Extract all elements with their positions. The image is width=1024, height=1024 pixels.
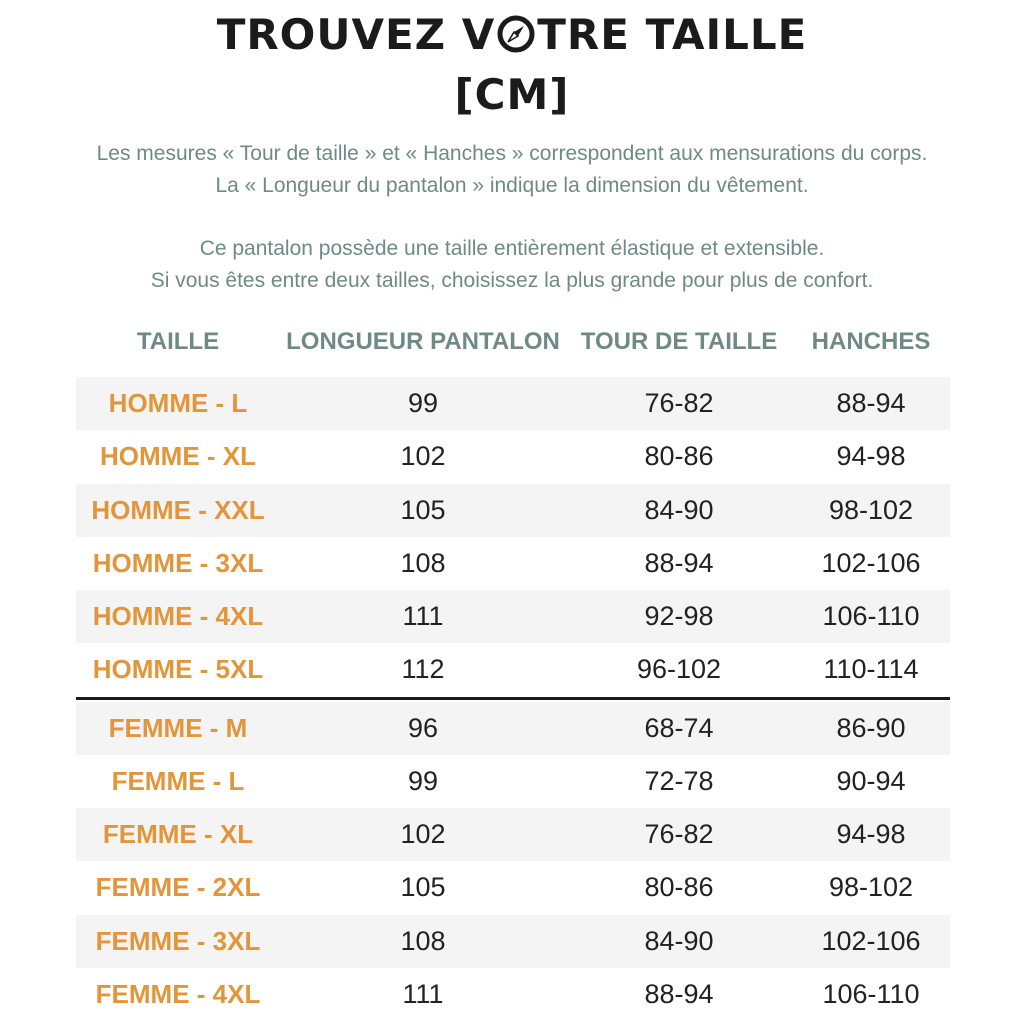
intro-fit-advice: Ce pantalon possède une taille entièreme… (0, 233, 1024, 297)
tour-value: 84-90 (644, 495, 714, 525)
longueur-value: 102 (400, 441, 446, 471)
hanches-value: 106-110 (822, 601, 920, 631)
page-subtitle: [CM] (454, 70, 570, 119)
header-hanches: HANCHES (811, 328, 931, 355)
hanches-value: 102-106 (821, 926, 921, 956)
longueur-value: 108 (400, 548, 446, 578)
size-label: FEMME - M (108, 713, 248, 743)
table-row: HOMME - 4XL 111 92-98 106-110 (76, 590, 950, 643)
tour-value: 68-74 (644, 713, 714, 743)
tour-value: 92-98 (644, 601, 714, 631)
table-row: FEMME - L 99 72-78 90-94 (76, 755, 950, 808)
size-label: FEMME - XL (102, 819, 254, 849)
size-label: FEMME - 3XL (95, 926, 261, 956)
tour-value: 72-78 (644, 766, 714, 796)
table-row: FEMME - 4XL 111 88-94 106-110 (76, 968, 950, 1021)
hanches-value: 98-102 (828, 872, 914, 902)
homme-femme-divider (76, 697, 950, 700)
table-row: HOMME - 5XL 112 96-102 110-114 (76, 643, 950, 696)
longueur-value: 108 (400, 926, 446, 956)
tour-value: 76-82 (644, 388, 714, 418)
page-title: TROUVEZ V TRE TAILLE (0, 10, 1024, 60)
longueur-value: 112 (401, 654, 445, 684)
hanches-value: 90-94 (836, 766, 906, 796)
size-label: FEMME - 2XL (95, 872, 261, 902)
compass-icon (497, 15, 535, 53)
header-tour-de-taille: TOUR DE TAILLE (580, 328, 778, 355)
table-row: FEMME - XL 102 76-82 94-98 (76, 808, 950, 861)
size-label: HOMME - 5XL (92, 654, 264, 684)
header-taille: TAILLE (136, 328, 220, 355)
table-row: FEMME - 2XL 105 80-86 98-102 (76, 861, 950, 914)
tour-value: 84-90 (644, 926, 714, 956)
tour-value: 96-102 (636, 654, 722, 684)
tour-value: 80-86 (644, 872, 714, 902)
hanches-value: 106-110 (822, 979, 920, 1009)
hanches-value: 110-114 (823, 654, 919, 684)
header-longueur: LONGUEUR PANTALON (286, 328, 560, 355)
title-part-1: TROUVEZ V (216, 10, 496, 59)
tour-value: 88-94 (644, 548, 714, 578)
longueur-value: 99 (407, 766, 439, 796)
table-row: FEMME - M 96 68-74 86-90 (76, 702, 950, 755)
hanches-value: 98-102 (828, 495, 914, 525)
intro-line-4: Si vous êtes entre deux tailles, choisis… (150, 269, 874, 292)
longueur-value: 111 (402, 601, 444, 631)
size-label: FEMME - 4XL (95, 979, 261, 1009)
size-label: HOMME - XL (100, 441, 256, 471)
table-row: HOMME - XXL 105 84-90 98-102 (76, 484, 950, 537)
table-row: FEMME - 3XL 108 84-90 102-106 (76, 915, 950, 968)
size-label: HOMME - L (108, 388, 248, 418)
hanches-value: 88-94 (836, 388, 906, 418)
tour-value: 80-86 (644, 441, 714, 471)
intro-line-2: La « Longueur du pantalon » indique la d… (215, 174, 809, 197)
intro-line-1: Les mesures « Tour de taille » et « Hanc… (96, 142, 928, 165)
hanches-value: 94-98 (836, 441, 906, 471)
title-part-2: TRE TAILLE (537, 10, 808, 59)
table-row: HOMME - 3XL 108 88-94 102-106 (76, 537, 950, 590)
size-label: HOMME - 4XL (92, 601, 264, 631)
size-label: HOMME - 3XL (92, 548, 264, 578)
table-row: HOMME - L 99 76-82 88-94 (76, 377, 950, 430)
longueur-value: 105 (400, 495, 446, 525)
intro-measurements: Les mesures « Tour de taille » et « Hanc… (0, 138, 1024, 202)
longueur-value: 96 (407, 713, 439, 743)
longueur-value: 99 (407, 388, 439, 418)
tour-value: 88-94 (644, 979, 714, 1009)
hanches-value: 94-98 (836, 819, 906, 849)
longueur-value: 102 (400, 819, 446, 849)
size-label: HOMME - XXL (91, 495, 265, 525)
table-row: HOMME - XL 102 80-86 94-98 (76, 430, 950, 483)
longueur-value: 105 (400, 872, 446, 902)
hanches-value: 102-106 (821, 548, 921, 578)
intro-line-3: Ce pantalon possède une taille entièreme… (199, 237, 825, 260)
table-header: TAILLE LONGUEUR PANTALON TOUR DE TAILLE … (76, 322, 950, 362)
tour-value: 76-82 (644, 819, 714, 849)
size-label: FEMME - L (111, 766, 245, 796)
longueur-value: 111 (402, 979, 444, 1009)
hanches-value: 86-90 (836, 713, 906, 743)
